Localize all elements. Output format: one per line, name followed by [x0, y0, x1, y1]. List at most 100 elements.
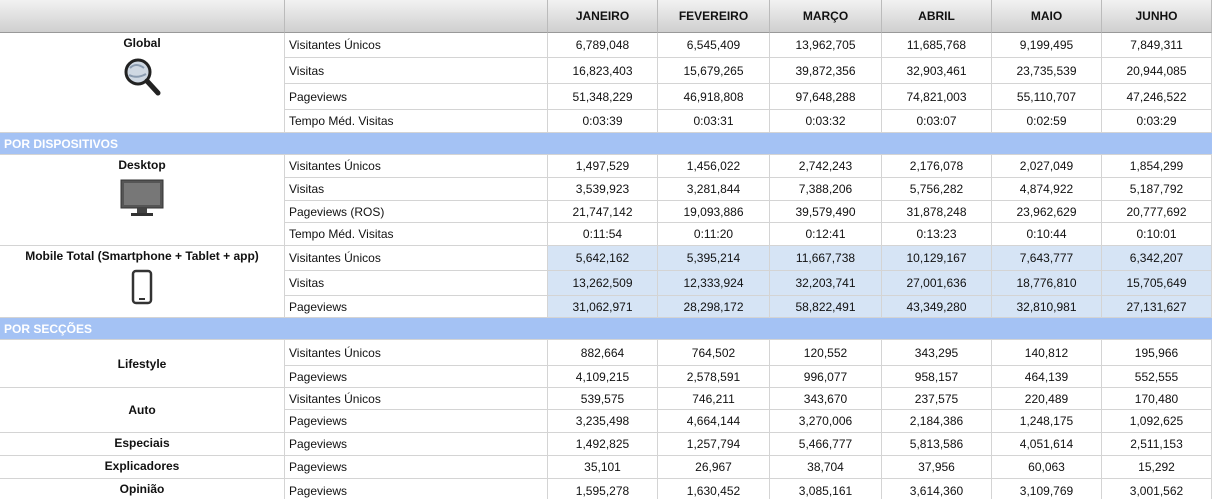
group-label-text: Explicadores — [104, 459, 180, 473]
value-cell: 51,348,229 — [548, 84, 658, 110]
group-label-text: Global — [123, 36, 161, 50]
value-cell-text: 38,704 — [807, 460, 844, 474]
value-cell-text: 5,813,586 — [909, 437, 964, 451]
value-cell: 1,854,299 — [1102, 155, 1212, 178]
metric-label-text: Visitas — [289, 182, 325, 196]
value-cell-text: 2,511,153 — [1130, 437, 1183, 451]
metric-label: Pageviews — [285, 410, 548, 433]
value-cell-text: 21,747,142 — [572, 204, 633, 219]
value-cell-text: 27,001,636 — [906, 276, 967, 290]
value-cell-text: 7,388,206 — [798, 182, 853, 196]
metric-label-text: Pageviews — [289, 437, 348, 451]
value-cell-text: 13,262,509 — [572, 276, 633, 290]
metric-label-text: Visitantes Únicos — [289, 38, 381, 52]
icon — [131, 269, 153, 308]
metric-label: Pageviews — [285, 479, 548, 499]
value-cell-text: 0:10:01 — [1136, 227, 1177, 241]
value-cell: 120,552 — [770, 340, 882, 366]
value-cell: 15,679,265 — [658, 58, 770, 84]
value-cell: 539,575 — [548, 388, 658, 410]
value-cell: 32,810,981 — [992, 296, 1102, 318]
value-cell: 37,956 — [882, 456, 992, 479]
value-cell-text: 140,812 — [1024, 345, 1069, 360]
value-cell: 13,262,509 — [548, 271, 658, 296]
value-cell: 764,502 — [658, 340, 770, 366]
value-cell: 7,849,311 — [1102, 33, 1212, 58]
value-cell-text: 0:02:59 — [1026, 114, 1067, 128]
value-cell-text: 746,211 — [692, 391, 735, 406]
group-label: Lifestyle — [0, 340, 285, 388]
metric-label: Visitantes Únicos — [285, 155, 548, 178]
value-cell-text: 6,545,409 — [686, 38, 741, 52]
value-cell-text: 60,063 — [1028, 460, 1065, 474]
value-cell: 10,129,167 — [882, 246, 992, 271]
group-label-text: Desktop — [118, 158, 166, 172]
value-cell-text: 5,187,792 — [1129, 182, 1184, 196]
month-header-text: MAIO — [1030, 9, 1063, 23]
value-cell: 46,918,808 — [658, 84, 770, 110]
value-cell-text: 120,552 — [803, 345, 848, 360]
value-cell-text: 0:10:44 — [1026, 227, 1067, 241]
metric-label-text: Visitantes Únicos — [289, 251, 381, 265]
value-cell: 13,962,705 — [770, 33, 882, 58]
value-cell-text: 2,027,049 — [1019, 159, 1074, 173]
value-cell-text: 32,203,741 — [795, 276, 856, 290]
value-cell: 3,539,923 — [548, 178, 658, 201]
metric-label-text: Tempo Méd. Visitas — [289, 114, 394, 128]
value-cell: 43,349,280 — [882, 296, 992, 318]
value-cell-text: 552,555 — [1134, 369, 1179, 384]
value-cell: 60,063 — [992, 456, 1102, 479]
value-cell: 170,480 — [1102, 388, 1212, 410]
metric-label-text: Tempo Méd. Visitas — [289, 227, 394, 241]
value-cell: 5,813,586 — [882, 433, 992, 456]
month-header: JUNHO — [1102, 0, 1212, 33]
value-cell-text: 20,777,692 — [1126, 204, 1187, 219]
metric-label: Pageviews — [285, 296, 548, 318]
value-cell-text: 37,956 — [918, 460, 955, 474]
value-cell-text: 4,874,922 — [1019, 182, 1074, 196]
value-cell-text: 0:03:31 — [693, 114, 734, 128]
value-cell-text: 1,854,299 — [1129, 159, 1184, 173]
value-cell: 1,456,022 — [658, 155, 770, 178]
value-cell-text: 15,705,649 — [1126, 276, 1187, 290]
value-cell: 0:03:32 — [770, 110, 882, 133]
value-cell-text: 23,735,539 — [1016, 63, 1077, 78]
value-cell-text: 1,092,625 — [1129, 414, 1184, 428]
value-cell: 3,001,562 — [1102, 479, 1212, 499]
value-cell: 12,333,924 — [658, 271, 770, 296]
group-label: Auto — [0, 388, 285, 433]
value-cell: 4,664,144 — [658, 410, 770, 433]
value-cell-text: 237,575 — [914, 391, 959, 406]
value-cell-text: 3,235,498 — [575, 414, 630, 428]
metric-label: Visitas — [285, 271, 548, 296]
value-cell-text: 32,903,461 — [906, 63, 967, 78]
metric-label: Visitantes Únicos — [285, 340, 548, 366]
value-cell-text: 882,664 — [580, 345, 625, 360]
value-cell-text: 16,823,403 — [572, 63, 633, 78]
value-cell-text: 15,679,265 — [683, 63, 744, 78]
value-cell: 996,077 — [770, 366, 882, 388]
value-cell: 3,614,360 — [882, 479, 992, 499]
month-header-text: ABRIL — [918, 9, 955, 23]
metric-label: Visitas — [285, 178, 548, 201]
value-cell-text: 32,810,981 — [1016, 299, 1077, 314]
value-cell-text: 464,139 — [1024, 369, 1069, 384]
value-cell: 15,705,649 — [1102, 271, 1212, 296]
value-cell-text: 23,962,629 — [1016, 204, 1077, 219]
value-cell-text: 0:11:20 — [693, 227, 734, 241]
value-cell: 35,101 — [548, 456, 658, 479]
value-cell: 6,342,207 — [1102, 246, 1212, 271]
value-cell-text: 1,248,175 — [1019, 414, 1074, 428]
value-cell: 18,776,810 — [992, 271, 1102, 296]
value-cell-text: 1,257,794 — [686, 437, 741, 451]
value-cell: 4,051,614 — [992, 433, 1102, 456]
metric-label-text: Visitantes Únicos — [289, 159, 381, 173]
month-header-text: JUNHO — [1135, 9, 1178, 23]
value-cell: 5,395,214 — [658, 246, 770, 271]
value-cell-text: 51,348,229 — [572, 89, 633, 104]
month-header-text: MARÇO — [802, 9, 849, 23]
value-cell: 0:10:44 — [992, 223, 1102, 246]
group-label-text: Opinião — [119, 482, 165, 496]
value-cell-text: 43,349,280 — [906, 299, 967, 314]
value-cell: 58,822,491 — [770, 296, 882, 318]
